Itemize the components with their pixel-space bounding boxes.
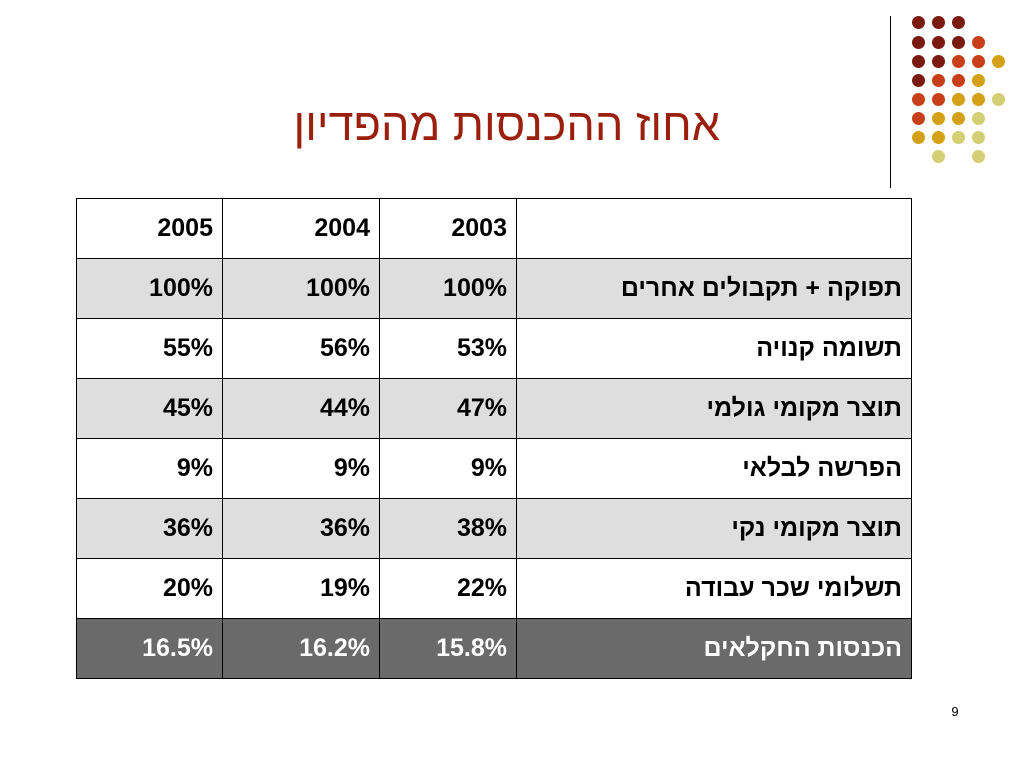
row-label: הפרשה לבלאי bbox=[516, 438, 912, 499]
decor-dot bbox=[992, 55, 1005, 68]
decor-dot bbox=[972, 93, 985, 106]
row-label: הכנסות החקלאים bbox=[516, 618, 912, 679]
decor-dot bbox=[932, 131, 945, 144]
cell-2003: 15.8% bbox=[379, 618, 517, 679]
decor-dot bbox=[932, 74, 945, 87]
cell-2005: 55% bbox=[76, 318, 223, 379]
decor-dot bbox=[972, 74, 985, 87]
decor-dot bbox=[952, 36, 965, 49]
cell-2004: 100% bbox=[222, 258, 380, 319]
decor-dot bbox=[932, 93, 945, 106]
table-header-row: 2005 2004 2003 bbox=[76, 198, 912, 259]
header-label bbox=[516, 198, 912, 259]
decor-dot bbox=[932, 36, 945, 49]
decor-dot bbox=[952, 93, 965, 106]
decor-dot bbox=[912, 36, 925, 49]
row-label: תוצר מקומי נקי bbox=[516, 498, 912, 559]
divider-line bbox=[890, 16, 891, 188]
cell-2003: 22% bbox=[379, 558, 517, 619]
cell-2005: 36% bbox=[76, 498, 223, 559]
cell-2004: 44% bbox=[222, 378, 380, 439]
table-row: 55% 56% 53% תשומה קנויה bbox=[76, 318, 912, 379]
slide-title: אחוז ההכנסות מהפדיון bbox=[293, 99, 720, 150]
cell-2005: 45% bbox=[76, 378, 223, 439]
decor-dot bbox=[952, 74, 965, 87]
table-total-row: 16.5% 16.2% 15.8% הכנסות החקלאים bbox=[76, 618, 912, 679]
cell-2005: 9% bbox=[76, 438, 223, 499]
decor-dot bbox=[912, 16, 925, 29]
decor-dot bbox=[972, 131, 985, 144]
row-label: תשלומי שכר עבודה bbox=[516, 558, 912, 619]
decor-dot bbox=[912, 74, 925, 87]
decor-dot bbox=[912, 112, 925, 125]
decor-dot bbox=[932, 112, 945, 125]
header-2005: 2005 bbox=[76, 198, 223, 259]
cell-2004: 19% bbox=[222, 558, 380, 619]
table-row: 36% 36% 38% תוצר מקומי נקי bbox=[76, 498, 912, 559]
cell-2003: 9% bbox=[379, 438, 517, 499]
decor-dot bbox=[952, 112, 965, 125]
decor-dot bbox=[932, 150, 945, 163]
decor-dot bbox=[972, 112, 985, 125]
cell-2005: 16.5% bbox=[76, 618, 223, 679]
revenue-table: 2005 2004 2003 100% 100% 100% תפוקה + תק… bbox=[76, 198, 912, 679]
decor-dot bbox=[952, 16, 965, 29]
cell-2003: 38% bbox=[379, 498, 517, 559]
row-label: תפוקה + תקבולים אחרים bbox=[516, 258, 912, 319]
table-row: 100% 100% 100% תפוקה + תקבולים אחרים bbox=[76, 258, 912, 319]
cell-2004: 9% bbox=[222, 438, 380, 499]
row-label: תוצר מקומי גולמי bbox=[516, 378, 912, 439]
cell-2005: 100% bbox=[76, 258, 223, 319]
page-number: 9 bbox=[951, 704, 959, 719]
cell-2003: 53% bbox=[379, 318, 517, 379]
decor-dot bbox=[972, 150, 985, 163]
decor-dot bbox=[912, 131, 925, 144]
decor-dot bbox=[952, 131, 965, 144]
decor-dot bbox=[932, 16, 945, 29]
header-2004: 2004 bbox=[222, 198, 380, 259]
cell-2004: 56% bbox=[222, 318, 380, 379]
cell-2004: 36% bbox=[222, 498, 380, 559]
cell-2005: 20% bbox=[76, 558, 223, 619]
row-label: תשומה קנויה bbox=[516, 318, 912, 379]
table-row: 9% 9% 9% הפרשה לבלאי bbox=[76, 438, 912, 499]
table-row: 20% 19% 22% תשלומי שכר עבודה bbox=[76, 558, 912, 619]
cell-2003: 47% bbox=[379, 378, 517, 439]
decor-dot bbox=[992, 93, 1005, 106]
cell-2003: 100% bbox=[379, 258, 517, 319]
decor-dot bbox=[972, 55, 985, 68]
decor-dot bbox=[912, 93, 925, 106]
table-row: 45% 44% 47% תוצר מקומי גולמי bbox=[76, 378, 912, 439]
cell-2004: 16.2% bbox=[222, 618, 380, 679]
decor-dot bbox=[932, 55, 945, 68]
decor-dot bbox=[952, 55, 965, 68]
header-2003: 2003 bbox=[379, 198, 517, 259]
decor-dot bbox=[972, 36, 985, 49]
decor-dot bbox=[912, 55, 925, 68]
